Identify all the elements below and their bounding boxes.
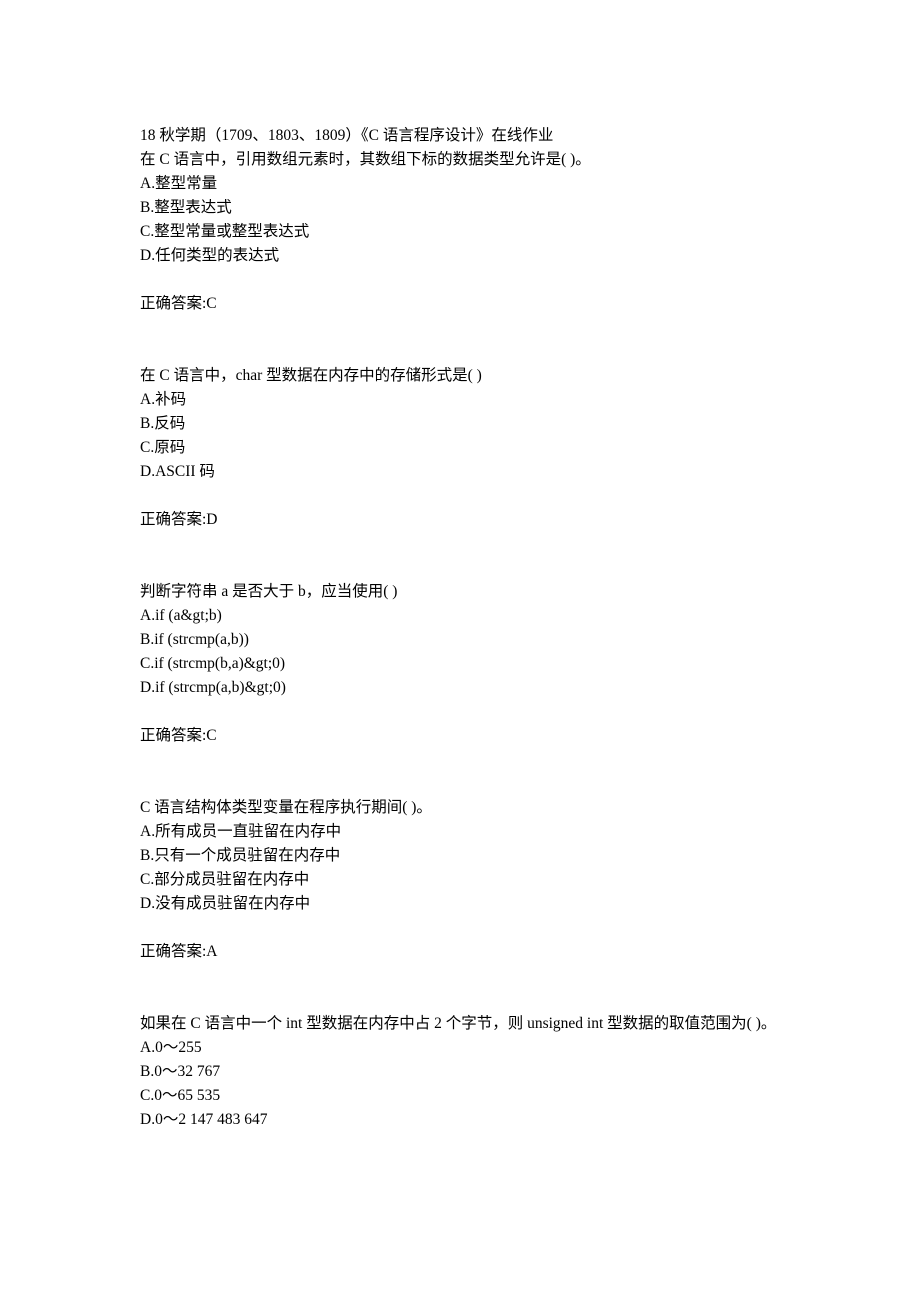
question-option: C.if (strcmp(b,a)&gt;0) (140, 652, 780, 676)
question-prompt: C 语言结构体类型变量在程序执行期间( )。 (140, 796, 780, 820)
question-prompt: 在 C 语言中，char 型数据在内存中的存储形式是( ) (140, 364, 780, 388)
question-block: 在 C 语言中，引用数组元素时，其数组下标的数据类型允许是( )。 A.整型常量… (140, 148, 780, 316)
question-option: A.所有成员一直驻留在内存中 (140, 820, 780, 844)
question-option: D.任何类型的表达式 (140, 244, 780, 268)
question-prompt: 如果在 C 语言中一个 int 型数据在内存中占 2 个字节，则 unsigne… (140, 1012, 780, 1036)
question-option: B.反码 (140, 412, 780, 436)
question-answer: 正确答案:C (140, 724, 780, 748)
question-option: B.0～32 767 (140, 1060, 780, 1084)
document-header: 18 秋学期（1709、1803、1809）《C 语言程序设计》在线作业 (140, 124, 780, 148)
question-block: C 语言结构体类型变量在程序执行期间( )。 A.所有成员一直驻留在内存中 B.… (140, 796, 780, 964)
question-block: 判断字符串 a 是否大于 b，应当使用( ) A.if (a&gt;b) B.i… (140, 580, 780, 748)
question-prompt: 判断字符串 a 是否大于 b，应当使用( ) (140, 580, 780, 604)
question-option: A.整型常量 (140, 172, 780, 196)
question-option: D.if (strcmp(a,b)&gt;0) (140, 676, 780, 700)
question-option: B.整型表达式 (140, 196, 780, 220)
question-answer: 正确答案:C (140, 292, 780, 316)
question-option: C.原码 (140, 436, 780, 460)
question-block: 在 C 语言中，char 型数据在内存中的存储形式是( ) A.补码 B.反码 … (140, 364, 780, 532)
question-option: D.0～2 147 483 647 (140, 1108, 780, 1132)
question-answer: 正确答案:D (140, 508, 780, 532)
question-option: D.ASCII 码 (140, 460, 780, 484)
question-option: D.没有成员驻留在内存中 (140, 892, 780, 916)
question-option: B.只有一个成员驻留在内存中 (140, 844, 780, 868)
question-option: C.整型常量或整型表达式 (140, 220, 780, 244)
question-prompt: 在 C 语言中，引用数组元素时，其数组下标的数据类型允许是( )。 (140, 148, 780, 172)
question-option: B.if (strcmp(a,b)) (140, 628, 780, 652)
question-answer: 正确答案:A (140, 940, 780, 964)
question-option: A.补码 (140, 388, 780, 412)
question-block: 如果在 C 语言中一个 int 型数据在内存中占 2 个字节，则 unsigne… (140, 1012, 780, 1132)
question-option: C.部分成员驻留在内存中 (140, 868, 780, 892)
question-option: A.if (a&gt;b) (140, 604, 780, 628)
question-option: A.0～255 (140, 1036, 780, 1060)
question-option: C.0～65 535 (140, 1084, 780, 1108)
document-content: 18 秋学期（1709、1803、1809）《C 语言程序设计》在线作业 在 C… (140, 124, 780, 1132)
